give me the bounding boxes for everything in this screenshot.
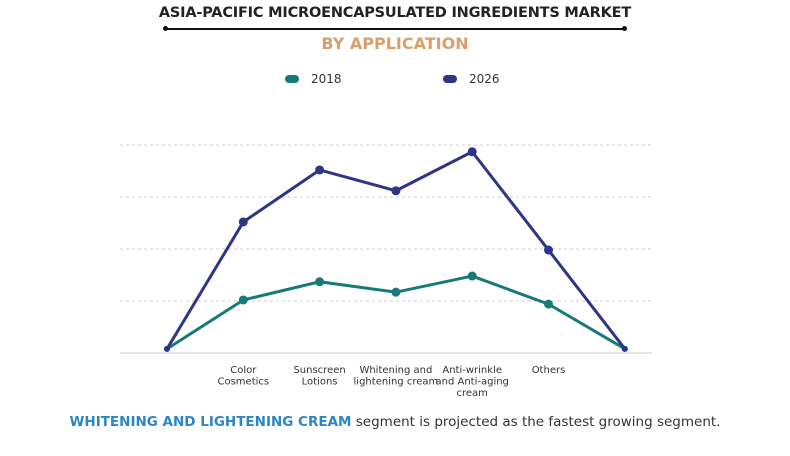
data-point-2026: [164, 345, 170, 352]
data-point-2026: [238, 217, 248, 227]
chart-subtitle: BY APPLICATION: [321, 34, 469, 53]
series-line-2018: [166, 274, 626, 351]
data-point-2026: [621, 345, 628, 352]
x-tick-label: Whitening and lightening cream: [354, 365, 439, 388]
footer-note: WHITENING AND LIGHTENING CREAM segment i…: [0, 414, 790, 430]
x-tick-label: Anti-wrinkle and Anti-aging cream: [435, 365, 508, 399]
legend-swatch-2026: [443, 75, 457, 83]
x-tick-label: Sunscreen Lotions: [293, 365, 345, 388]
data-point-2018: [391, 287, 401, 297]
data-point-2018: [544, 299, 553, 309]
data-point-2026: [544, 245, 553, 255]
chart-title: ASIA-PACIFIC MICROENCAPSULATED INGREDIEN…: [158, 5, 632, 21]
legend-label-2026: 2026: [469, 72, 500, 86]
footer-text: segment is projected as the fastest grow…: [351, 414, 721, 430]
data-point-2018: [238, 295, 248, 305]
footer-highlight: WHITENING AND LIGHTENING CREAM: [69, 414, 352, 430]
data-point-2018: [315, 277, 325, 287]
legend-swatch-2018: [285, 75, 299, 83]
legend-item-2026: 2026: [443, 72, 500, 86]
data-point-2026: [391, 186, 401, 196]
line-chart: Color Cosmetics Sunscreen Lotions Whitening …: [120, 144, 652, 399]
data-point-2026: [315, 165, 325, 175]
data-point-2026: [467, 147, 477, 157]
series-line-2026: [165, 150, 626, 350]
x-tick-label: Color Cosmetics: [217, 365, 269, 388]
data-point-2018: [467, 271, 477, 281]
title-divider: [163, 26, 627, 31]
legend-item-2018: 2018: [285, 72, 342, 86]
legend-label-2018: 2018: [311, 72, 342, 86]
x-tick-label: Others: [532, 365, 566, 376]
